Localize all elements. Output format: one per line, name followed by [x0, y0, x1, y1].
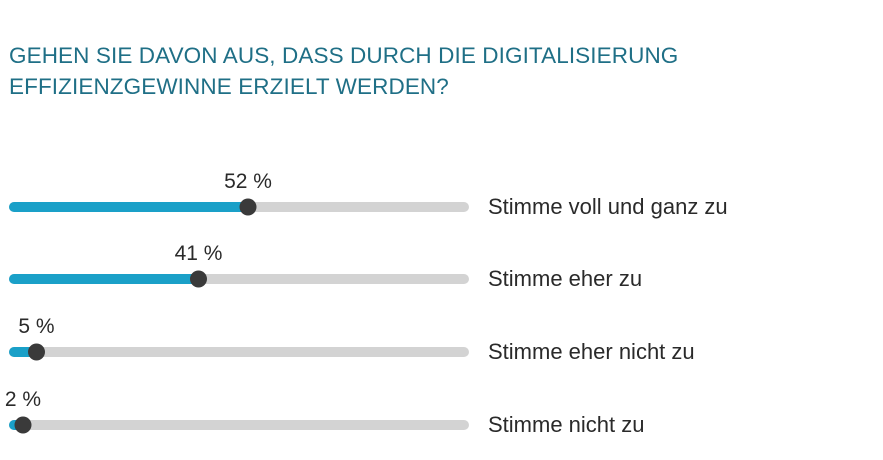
- chart-title-line-1: GEHEN SIE DAVON AUS, DASS DURCH DIE DIGI…: [9, 43, 679, 68]
- bar-value-label: 5 %: [18, 315, 54, 338]
- bar-knob: [14, 416, 32, 434]
- category-label: Stimme voll und ganz zu: [488, 194, 728, 219]
- chart-title: GEHEN SIE DAVON AUS, DASS DURCH DIE DIGI…: [9, 40, 729, 102]
- bar-value-label: 41 %: [175, 242, 223, 265]
- bar-value-label: 2 %: [5, 388, 41, 411]
- category-label: Stimme eher zu: [488, 266, 642, 291]
- chart-title-line-2: EFFIZIENZGEWINNE ERZIELT WERDEN?: [9, 74, 449, 99]
- bar-knob: [239, 198, 257, 216]
- bar-value-label: 52 %: [224, 170, 272, 193]
- bars-group: 52 % Stimme voll und ganz zu 41 % Stimme eh…: [5, 170, 728, 437]
- bar-knob: [190, 270, 207, 288]
- category-label: Stimme nicht zu: [488, 412, 645, 437]
- category-label: Stimme eher nicht zu: [488, 339, 695, 364]
- bar-knob: [28, 343, 45, 361]
